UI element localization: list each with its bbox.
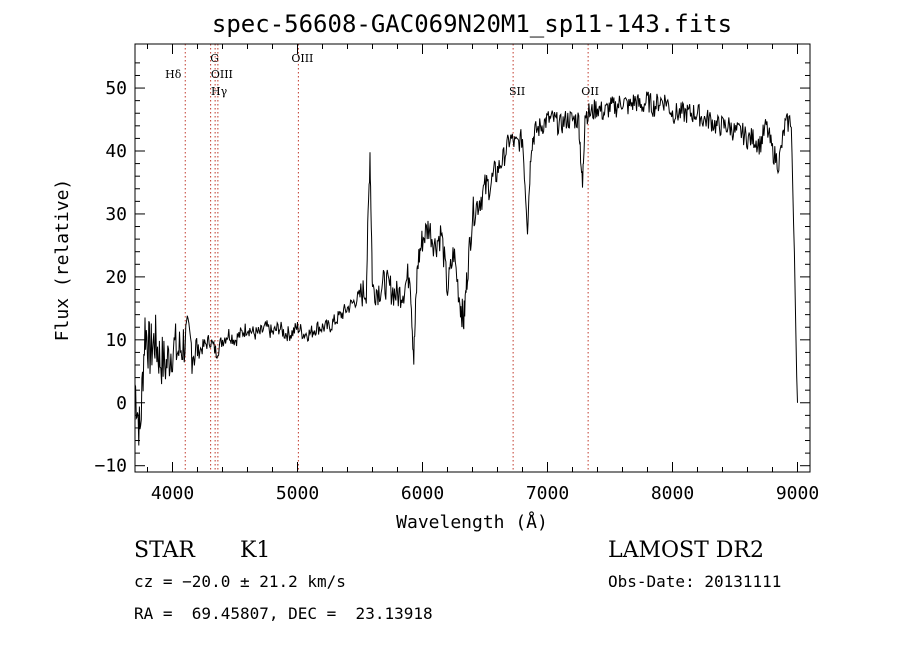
plot-frame <box>134 43 811 473</box>
y-tick-label: 50 <box>105 78 127 99</box>
y-tick-label: 40 <box>105 141 127 162</box>
object-type: STAR <box>134 538 195 563</box>
x-tick-label: 9000 <box>776 483 819 504</box>
x-tick-label: 5000 <box>276 483 319 504</box>
y-axis-label: Flux (relative) <box>52 179 73 342</box>
y-tick-label: 10 <box>105 330 127 351</box>
spectral-line-label: G <box>210 52 219 65</box>
y-tick-label: 0 <box>116 393 127 414</box>
redshift-velocity: cz = −20.0 ± 21.2 km/s <box>134 572 346 591</box>
y-tick-label: 20 <box>105 267 127 288</box>
x-axis-label: Wavelength (Å) <box>396 511 548 533</box>
spectral-line-label: OII <box>581 85 599 98</box>
spectrum-line <box>134 91 798 446</box>
spectral-line-label: Hγ <box>211 85 228 98</box>
y-tick-label: 30 <box>105 204 127 225</box>
object-subclass: K1 <box>240 538 271 563</box>
spectral-line-label: SII <box>509 85 525 98</box>
spectral-line-label: Hδ <box>165 68 182 81</box>
spectral-line-label: OIII <box>211 68 233 81</box>
observation-date: Obs-Date: 20131111 <box>608 572 782 591</box>
survey-name: LAMOST DR2 <box>608 538 764 563</box>
y-tick-label: −10 <box>94 456 127 477</box>
x-tick-label: 6000 <box>401 483 444 504</box>
chart-title: spec-56608-GAC069N20M1_sp11-143.fits <box>212 10 732 38</box>
x-tick-label: 8000 <box>651 483 694 504</box>
x-tick-label: 4000 <box>151 483 194 504</box>
x-tick-label: 7000 <box>526 483 569 504</box>
coordinates: RA = 69.45807, DEC = 23.13918 <box>134 604 433 623</box>
spectral-line-label: OIII <box>291 52 313 65</box>
